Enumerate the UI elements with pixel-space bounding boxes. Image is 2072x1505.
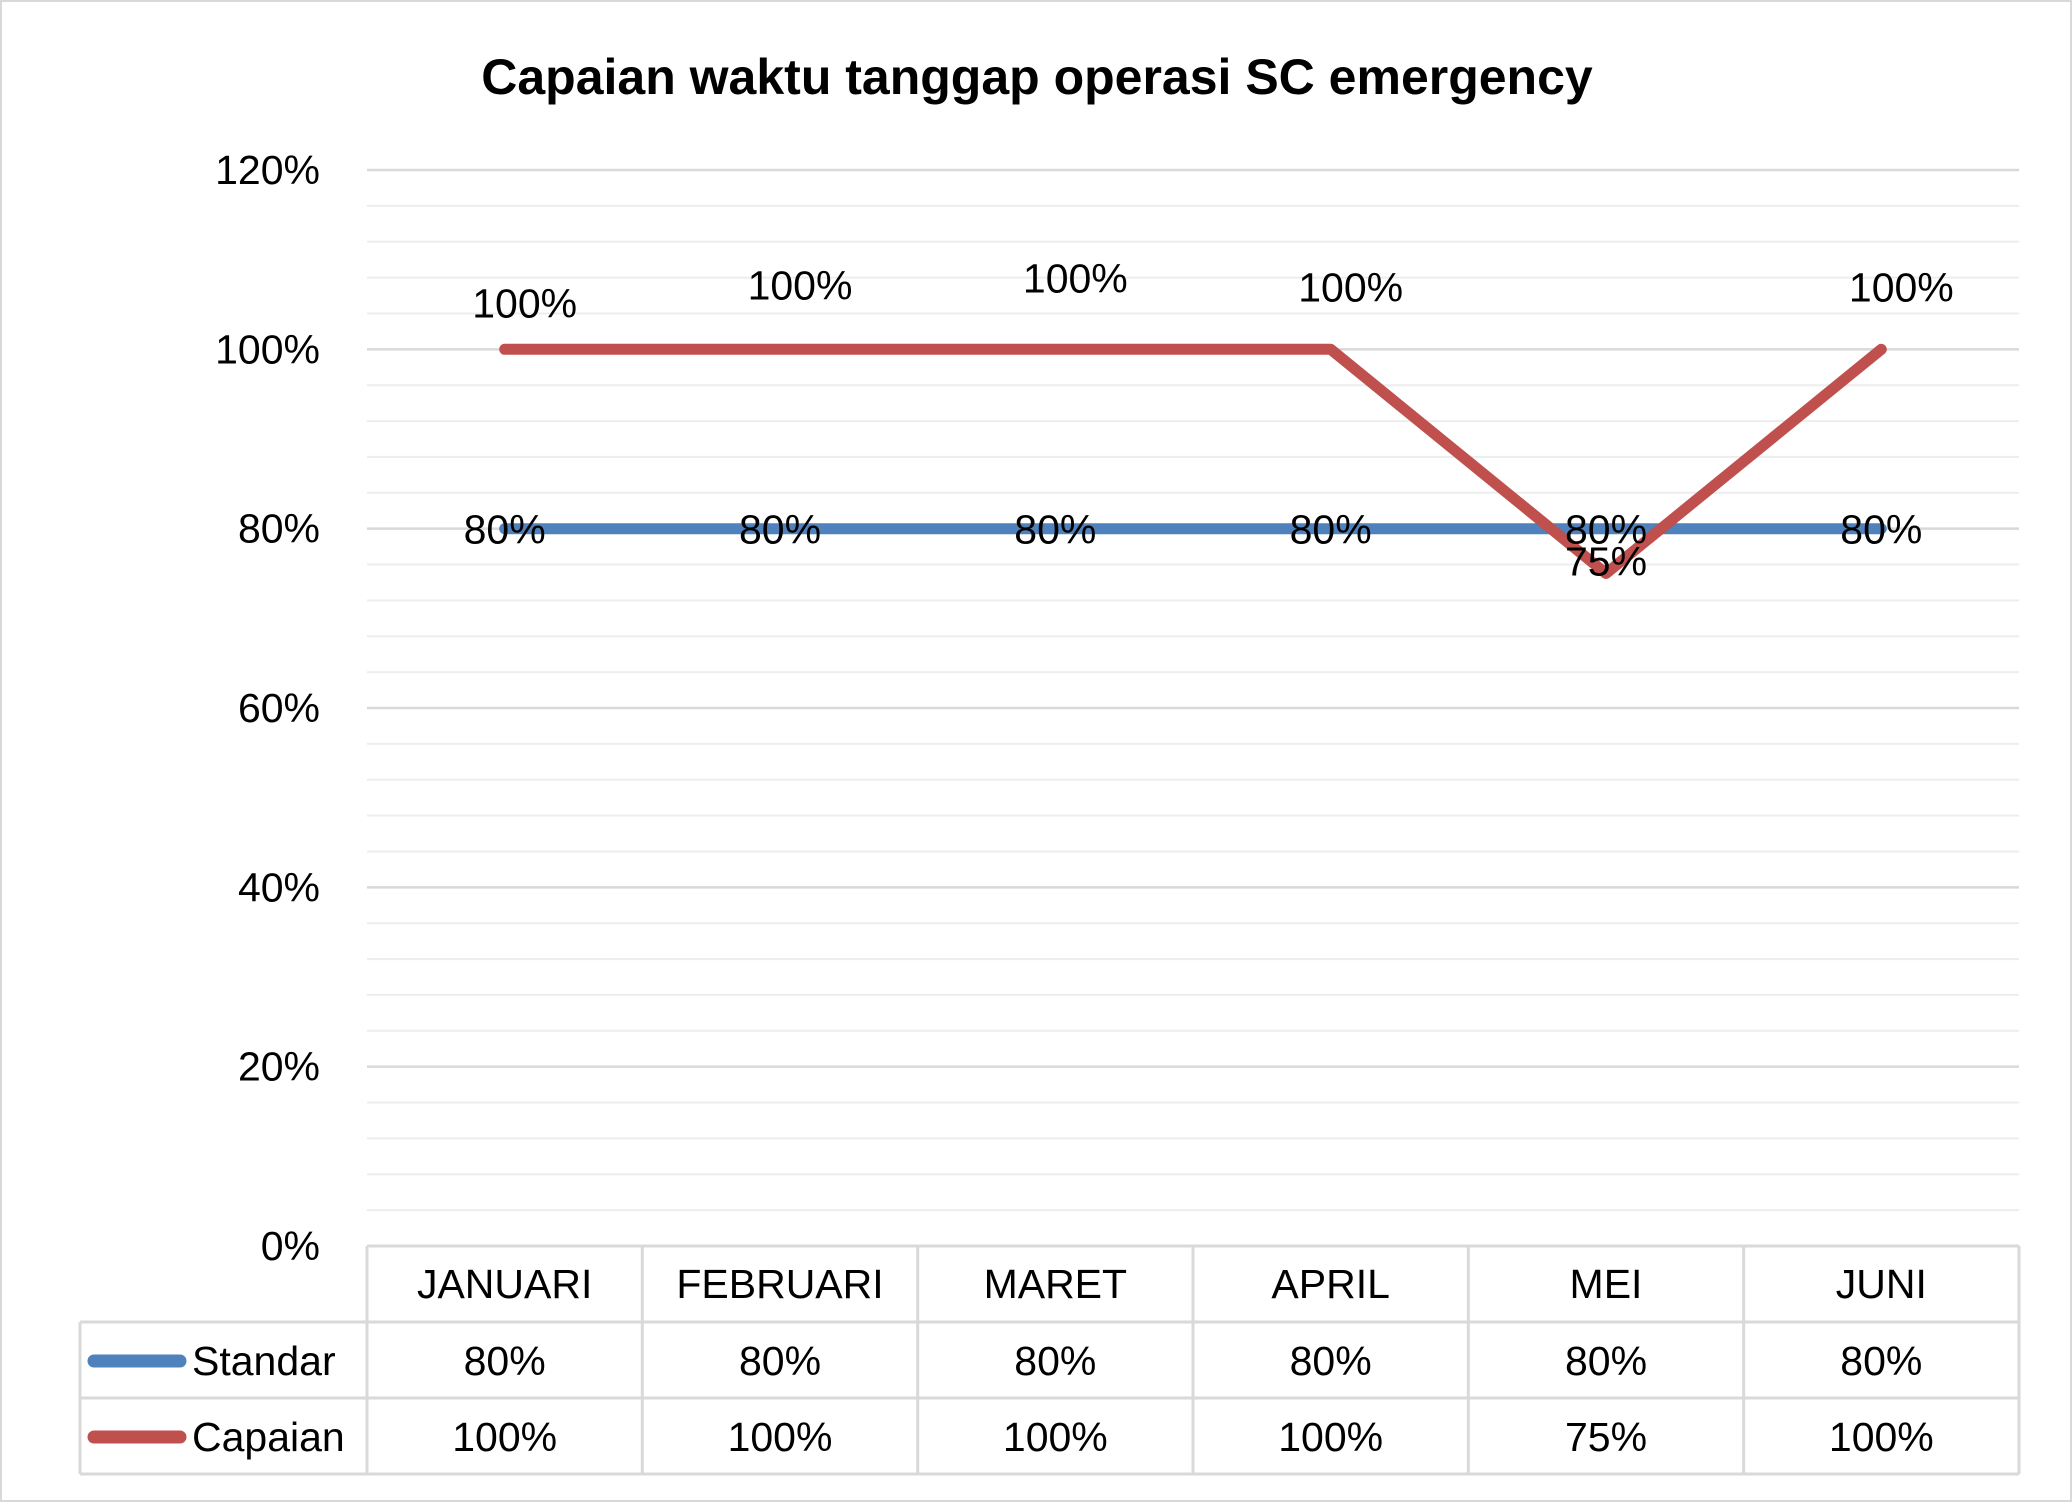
y-tick-label: 80% [238, 506, 320, 552]
chart-title: Capaian waktu tanggap operasi SC emergen… [481, 49, 1593, 105]
y-axis-ticks: 0% 20% 40% 60% 80% 100% 120% [215, 147, 320, 1269]
table-cell: 100% [452, 1414, 557, 1460]
data-label: 80% [1840, 507, 1922, 553]
table-cell: 80% [739, 1338, 821, 1384]
y-tick-label: 120% [215, 147, 320, 193]
data-label: 100% [748, 262, 853, 308]
category-label: JUNI [1836, 1261, 1927, 1307]
table-cell: 100% [728, 1414, 833, 1460]
category-label: APRIL [1271, 1261, 1390, 1307]
table-cell: 100% [1003, 1414, 1108, 1460]
data-labels: 80% 80% 80% 80% 80% 80% 100% 100% 100% 100% 75% 100… [464, 255, 1954, 584]
y-tick-label: 40% [238, 864, 320, 910]
table-cell: 75% [1565, 1414, 1647, 1460]
data-label: 75% [1565, 539, 1647, 585]
data-label: 100% [1849, 264, 1954, 310]
table-cell: 80% [464, 1338, 546, 1384]
category-label: MARET [984, 1261, 1128, 1307]
y-tick-label: 100% [215, 326, 320, 372]
category-label: FEBRUARI [676, 1261, 883, 1307]
data-label: 100% [1298, 264, 1403, 310]
table-cell: 80% [1290, 1338, 1372, 1384]
series-lines [499, 343, 1887, 579]
data-label: 80% [1290, 507, 1372, 553]
legend-label: Standar [192, 1338, 336, 1384]
legend-label: Capaian [192, 1414, 345, 1460]
y-tick-label: 20% [238, 1044, 320, 1090]
category-label: MEI [1570, 1261, 1643, 1307]
table-cell: 80% [1565, 1338, 1647, 1384]
series-line-capaian [499, 343, 1887, 579]
table-cell: 80% [1840, 1338, 1922, 1384]
data-label: 100% [1023, 255, 1128, 301]
data-label: 80% [464, 507, 546, 553]
data-label: 80% [739, 507, 821, 553]
data-label: 80% [1014, 507, 1096, 553]
table-cell: 100% [1829, 1414, 1934, 1460]
major-gridlines [367, 168, 2019, 1068]
data-label: 80% [1565, 507, 1647, 553]
table-cell: 100% [1278, 1414, 1383, 1460]
data-label: 100% [472, 280, 577, 326]
y-tick-label: 0% [261, 1223, 320, 1269]
category-label: JANUARI [417, 1261, 592, 1307]
table-cell: 80% [1014, 1338, 1096, 1384]
data-table: JANUARI FEBRUARI MARET APRIL MEI JUNI Standar 8… [78, 1244, 2021, 1476]
y-tick-label: 60% [238, 685, 320, 731]
